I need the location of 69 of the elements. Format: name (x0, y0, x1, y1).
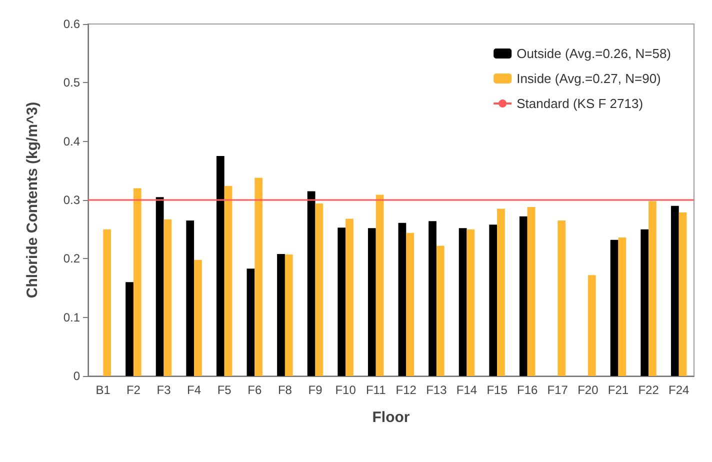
bar (588, 275, 596, 376)
bar (618, 238, 626, 376)
x-tick-label: F20 (578, 383, 599, 397)
x-tick-label: F3 (156, 383, 172, 397)
bar (376, 194, 384, 376)
bar (338, 228, 346, 376)
bar (610, 240, 618, 376)
bar (277, 254, 285, 376)
bar (406, 232, 414, 376)
bar (648, 201, 656, 376)
x-tick-label: B1 (96, 383, 111, 397)
y-tick-label: 0.1 (63, 310, 80, 324)
bar (186, 220, 194, 376)
y-tick-label: 0.3 (63, 193, 80, 207)
x-tick-label: F22 (638, 383, 660, 397)
x-tick-label: F12 (396, 383, 417, 397)
y-tick-label: 0 (73, 369, 80, 383)
bar (156, 197, 164, 376)
bar (458, 228, 467, 376)
x-tick-label: F13 (426, 383, 448, 397)
x-tick-label: F8 (278, 383, 292, 397)
legend-label: Outside (Avg.=0.26, N=58) (516, 46, 672, 61)
x-axis-title: Floor (372, 409, 410, 426)
bar (346, 218, 354, 376)
bar (466, 229, 475, 376)
bar (194, 260, 202, 376)
x-tick-label: F11 (366, 383, 386, 397)
bar (670, 206, 679, 376)
x-tick-label: F24 (668, 383, 690, 397)
bar (558, 220, 566, 376)
y-axis-title: Chloride Contents (kg/m^3) (24, 102, 41, 298)
bar (489, 224, 498, 376)
x-tick-label: F17 (547, 383, 568, 397)
y-tick-label: 0.2 (63, 252, 80, 266)
bar (428, 221, 436, 376)
bar (216, 156, 224, 376)
x-tick-label: F21 (608, 383, 629, 397)
bar (246, 268, 255, 376)
bar (527, 207, 536, 376)
bar (126, 282, 134, 376)
x-tick-label: F15 (486, 383, 508, 397)
bar (133, 188, 142, 376)
x-tick-label: F6 (248, 383, 262, 397)
x-tick-label: F5 (217, 383, 232, 397)
x-tick-label: F16 (517, 383, 538, 397)
x-tick-label: F9 (308, 383, 323, 397)
legend-label: Standard (KS F 2713) (516, 96, 644, 111)
bar (254, 178, 263, 376)
bar (678, 212, 687, 376)
bar (103, 229, 112, 376)
bar (307, 191, 316, 376)
bar (164, 219, 172, 376)
y-tick-label: 0.5 (63, 76, 80, 90)
bar (224, 186, 232, 376)
y-tick-label: 0.4 (63, 134, 80, 148)
bar (398, 222, 406, 376)
x-tick-label: F10 (335, 383, 356, 397)
bar (436, 246, 444, 376)
x-tick-label: F2 (126, 383, 141, 397)
bar (497, 208, 505, 376)
x-tick-label: F4 (187, 383, 202, 397)
bar (368, 228, 376, 376)
x-tick-label: F14 (456, 383, 478, 397)
bar (315, 204, 324, 376)
bar (284, 254, 293, 376)
bar (519, 216, 528, 376)
bar (640, 229, 649, 376)
y-tick-label: 0.6 (63, 17, 80, 31)
legend-label: Inside (Avg.=0.27, N=90) (516, 71, 661, 86)
